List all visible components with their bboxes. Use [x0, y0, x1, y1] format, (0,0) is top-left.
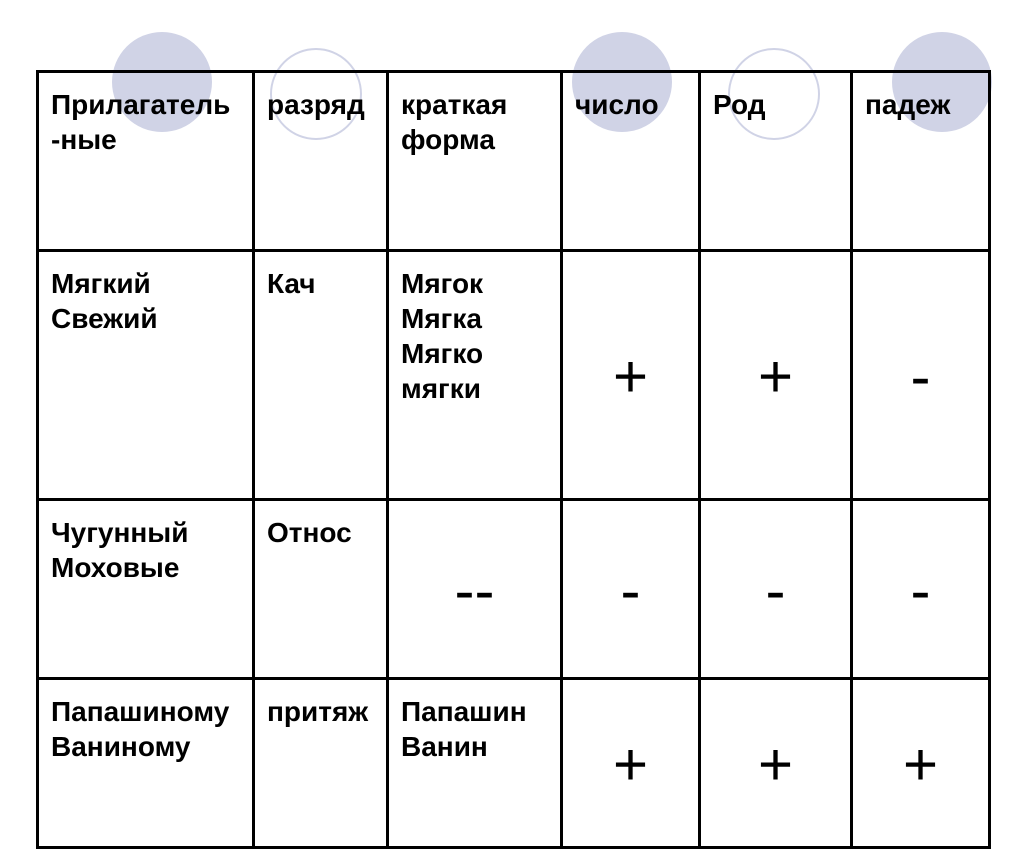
cell-r1-gender: -	[700, 500, 852, 679]
cell-r0-adjectives: МягкийСвежий	[38, 251, 254, 500]
col-header-0: Прилагатель-ные	[38, 72, 254, 251]
cell-r1-number: -	[562, 500, 700, 679]
cell-r2-short_form: ПапашинВанин	[388, 679, 562, 848]
col-header-2: краткаяформа	[388, 72, 562, 251]
cell-r1-short_form: --	[388, 500, 562, 679]
cell-r0-category: Кач	[254, 251, 388, 500]
col-header-5: падеж	[852, 72, 990, 251]
cell-r0-case: -	[852, 251, 990, 500]
cell-r2-category: притяж	[254, 679, 388, 848]
cell-r2-adjectives: ПапашиномуВаниному	[38, 679, 254, 848]
cell-r1-category: Относ	[254, 500, 388, 679]
cell-r0-number: +	[562, 251, 700, 500]
col-header-3: число	[562, 72, 700, 251]
cell-r0-gender: +	[700, 251, 852, 500]
cell-r0-short_form: МягокМягкаМягкомягки	[388, 251, 562, 500]
cell-r2-case: +	[852, 679, 990, 848]
cell-r1-adjectives: ЧугунныйМоховые	[38, 500, 254, 679]
col-header-1: разряд	[254, 72, 388, 251]
cell-r2-number: +	[562, 679, 700, 848]
cell-r2-gender: +	[700, 679, 852, 848]
cell-r1-case: -	[852, 500, 990, 679]
col-header-4: Род	[700, 72, 852, 251]
adjectives-table: Прилагатель-ныеразрядкраткаяформачислоРо…	[36, 70, 991, 849]
